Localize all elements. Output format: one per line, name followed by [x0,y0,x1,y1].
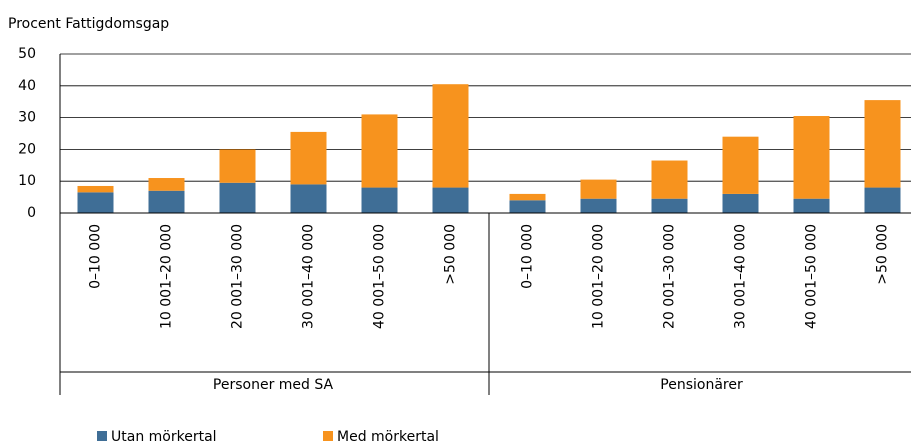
bar-segment [77,192,114,213]
bar-segment [432,84,469,188]
bar-segment [793,116,830,199]
x-tick-label: 30 001–40 000 [301,224,317,329]
bar-segment [219,149,256,183]
bar-segment [580,179,617,199]
x-tick-label: >50 000 [875,224,891,285]
x-tick-label: 20 001–30 000 [662,224,678,329]
bar-segment [864,100,901,188]
group-label: Personer med SA [213,377,334,393]
bar-segment [290,184,327,213]
bar-segment [651,160,688,199]
y-tick-label: 0 [27,205,36,221]
legend-swatch [323,431,333,441]
y-tick-label: 10 [18,173,36,189]
x-tick-label: 20 001–30 000 [230,224,246,329]
x-tick-label: 40 001–50 000 [804,224,820,329]
bar-segment [580,198,617,213]
x-tick-label: >50 000 [443,224,459,285]
y-tick-label: 40 [18,78,36,94]
y-tick-label: 50 [18,46,36,62]
bar-segment [722,136,759,194]
bar-segment [793,198,830,213]
bar-segment [361,187,398,213]
legend-label: Utan mörkertal [111,429,217,445]
y-tick-label: 20 [18,141,36,157]
bar-segment [509,200,546,213]
bar-segment [361,114,398,188]
bar-segment [148,190,185,213]
x-tick-label: 0–10 000 [88,224,104,289]
x-tick-label: 10 001–20 000 [591,224,607,329]
x-tick-label: 40 001–50 000 [372,224,388,329]
x-tick-label: 10 001–20 000 [159,224,175,329]
bar-segment [290,131,327,185]
legend-label: Med mörkertal [337,429,439,445]
group-label: Pensionärer [660,377,743,393]
y-axis-label: Procent Fattigdomsgap [8,16,169,32]
bar-segment [864,187,901,213]
x-tick-label: 30 001–40 000 [733,224,749,329]
bar-segment [77,185,114,193]
bar-segment [509,193,546,201]
x-tick-label: 0–10 000 [520,224,536,289]
bar-segment [432,187,469,213]
y-tick-label: 30 [18,110,36,126]
bar-segment [219,182,256,213]
bar-segment [651,198,688,213]
bar-segment [722,193,759,213]
legend-swatch [97,431,107,441]
bar-segment [148,178,185,191]
